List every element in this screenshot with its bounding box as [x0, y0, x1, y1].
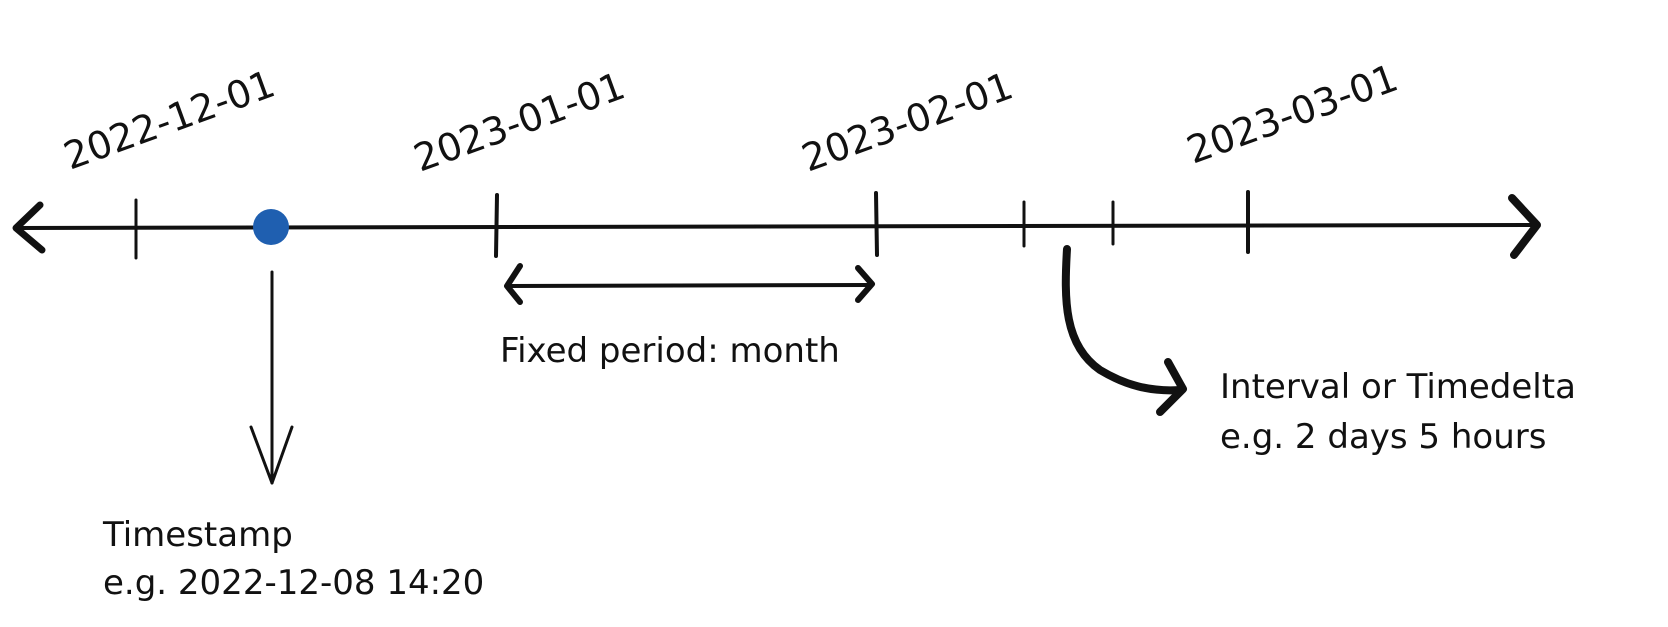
- tick-2023-02-01: [874, 191, 879, 257]
- timestamp-point: [253, 209, 289, 245]
- date-label-2023-02-01: 2023-02-01: [796, 64, 1019, 181]
- timestamp-arrowhead: [249, 425, 294, 485]
- axis-right-arrowhead: [1508, 194, 1541, 259]
- period-title: Fixed period: month: [500, 331, 840, 371]
- period-arrow-right-head: [855, 265, 875, 303]
- timeline-axis: [16, 223, 1537, 230]
- axis-left-arrowhead: [12, 201, 46, 254]
- date-label-2022-12-01: 2022-12-01: [58, 62, 281, 179]
- timestamp-title: Timestamp: [102, 515, 293, 555]
- interval-example: e.g. 2 days 5 hours: [1220, 417, 1546, 457]
- period-arrow-line: [508, 283, 870, 288]
- interval-arrowhead: [1156, 358, 1187, 416]
- period-arrow-left-head: [504, 263, 523, 305]
- tick-2023-01-01: [494, 193, 499, 258]
- interval-arrow: [1061, 245, 1184, 395]
- date-label-2023-03-01: 2023-03-01: [1181, 56, 1404, 173]
- date-label-2023-01-01: 2023-01-01: [408, 64, 631, 181]
- timestamp-example: e.g. 2022-12-08 14:20: [103, 563, 484, 603]
- interval-title: Interval or Timedelta: [1220, 367, 1576, 407]
